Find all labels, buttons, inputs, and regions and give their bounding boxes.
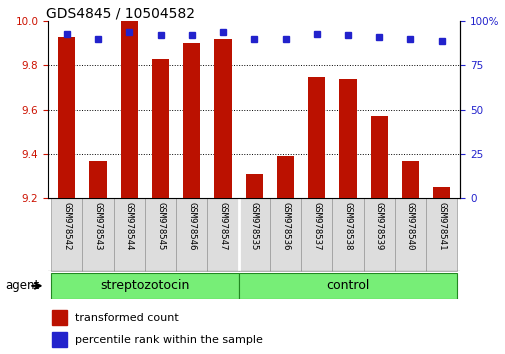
Bar — [245, 174, 262, 198]
FancyBboxPatch shape — [144, 198, 176, 271]
Bar — [152, 59, 169, 198]
Bar — [308, 76, 325, 198]
Text: GSM978540: GSM978540 — [405, 202, 414, 250]
FancyBboxPatch shape — [394, 198, 425, 271]
FancyBboxPatch shape — [114, 198, 144, 271]
FancyBboxPatch shape — [207, 198, 238, 271]
Text: GSM978535: GSM978535 — [249, 202, 258, 250]
Bar — [276, 156, 293, 198]
Bar — [339, 79, 356, 198]
FancyBboxPatch shape — [363, 198, 394, 271]
Text: GSM978545: GSM978545 — [156, 202, 165, 250]
FancyBboxPatch shape — [269, 198, 300, 271]
FancyBboxPatch shape — [82, 198, 114, 271]
Text: transformed count: transformed count — [75, 313, 178, 323]
FancyBboxPatch shape — [238, 198, 269, 271]
FancyBboxPatch shape — [238, 273, 457, 299]
FancyBboxPatch shape — [51, 198, 82, 271]
Text: GSM978539: GSM978539 — [374, 202, 383, 250]
Text: GSM978547: GSM978547 — [218, 202, 227, 250]
Text: GSM978542: GSM978542 — [62, 202, 71, 250]
FancyBboxPatch shape — [51, 273, 238, 299]
Bar — [58, 37, 75, 198]
Text: GSM978537: GSM978537 — [312, 202, 321, 250]
Bar — [370, 116, 387, 198]
Text: percentile rank within the sample: percentile rank within the sample — [75, 335, 262, 345]
Bar — [214, 39, 231, 198]
FancyBboxPatch shape — [332, 198, 363, 271]
Text: GSM978543: GSM978543 — [93, 202, 103, 250]
Text: control: control — [326, 279, 369, 292]
Text: agent: agent — [5, 279, 39, 292]
FancyBboxPatch shape — [300, 198, 332, 271]
Bar — [52, 310, 67, 325]
FancyBboxPatch shape — [425, 198, 457, 271]
Bar — [401, 161, 418, 198]
Text: GSM978541: GSM978541 — [436, 202, 445, 250]
Text: GSM978538: GSM978538 — [343, 202, 352, 250]
FancyBboxPatch shape — [176, 198, 207, 271]
Bar — [432, 187, 449, 198]
Bar — [89, 161, 107, 198]
Bar — [183, 44, 200, 198]
Bar — [52, 332, 67, 347]
Text: streptozotocin: streptozotocin — [100, 279, 189, 292]
Text: GSM978546: GSM978546 — [187, 202, 196, 250]
Bar — [121, 21, 138, 198]
Text: GSM978536: GSM978536 — [280, 202, 289, 250]
Text: GSM978544: GSM978544 — [125, 202, 133, 250]
Text: GDS4845 / 10504582: GDS4845 / 10504582 — [46, 6, 194, 20]
